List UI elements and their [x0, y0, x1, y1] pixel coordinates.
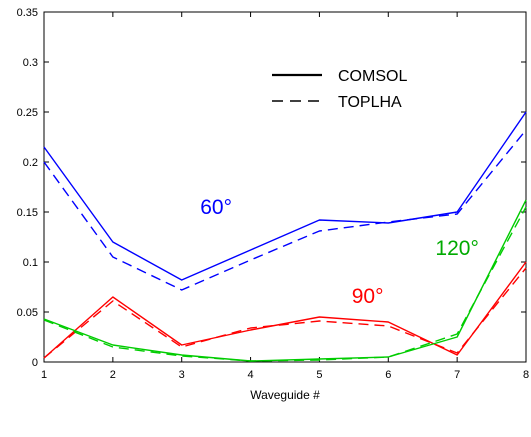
annotation-60deg: 60° — [200, 196, 232, 219]
series-layer — [43, 111, 527, 362]
y-tick-label: 0.15 — [17, 207, 38, 219]
series-line-toplha-120deg — [43, 206, 527, 362]
x-tick-label: 2 — [110, 369, 116, 381]
series-line-comsol-90deg — [43, 261, 527, 359]
annotation-90deg: 90° — [352, 285, 384, 308]
annotation-120deg: 120° — [435, 237, 478, 260]
x-tick-label: 4 — [248, 369, 254, 381]
legend-label-toplha: TOPLHA — [338, 94, 402, 111]
x-tick-label: 7 — [454, 369, 460, 381]
annotations: 60° 90° 120° — [200, 196, 479, 308]
axis-ticks: 1 2 3 4 5 6 7 8 0 0.05 0.1 0.15 0.2 0.25 0.3 0.35 — [17, 7, 529, 381]
y-tick-label: 0.2 — [23, 157, 38, 169]
series-line-comsol-60deg — [43, 111, 527, 281]
y-tick-label: 0.25 — [17, 107, 38, 119]
legend: COMSOL TOPLHA — [272, 68, 407, 111]
y-tick-label: 0.3 — [23, 57, 38, 69]
y-tick-label: 0 — [32, 357, 38, 369]
y-tick-label: 0.05 — [17, 307, 38, 319]
x-tick-label: 3 — [179, 369, 185, 381]
plot-area — [43, 11, 527, 363]
x-tick-label: 6 — [385, 369, 391, 381]
x-tick-label: 5 — [316, 369, 322, 381]
series-line-toplha-60deg — [43, 129, 527, 291]
y-tick-label: 0.35 — [17, 7, 38, 19]
x-tick-label: 8 — [523, 369, 529, 381]
x-axis-label: Waveguide # — [250, 388, 320, 402]
y-tick-label: 0.1 — [23, 257, 38, 269]
series-line-toplha-90deg — [43, 267, 527, 359]
x-tick-label: 1 — [41, 369, 47, 381]
legend-label-comsol: COMSOL — [338, 68, 407, 85]
